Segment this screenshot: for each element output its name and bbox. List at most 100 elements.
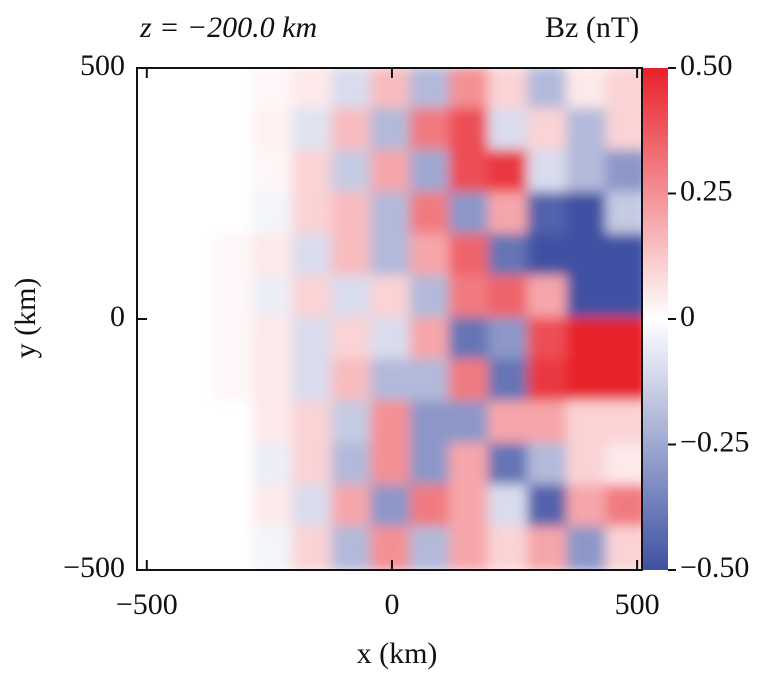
heatmap-cell <box>448 526 493 570</box>
heatmap-cell <box>331 191 375 238</box>
heatmap-cell <box>252 275 296 321</box>
heatmap <box>137 68 642 570</box>
heatmap-cell <box>137 191 179 238</box>
heatmap-cell <box>370 191 414 238</box>
heatmap-cell <box>252 107 296 154</box>
heatmap-cell <box>331 275 375 321</box>
heatmap-cell <box>566 107 610 154</box>
heatmap-cell <box>252 233 296 280</box>
heatmap-cell <box>566 233 610 280</box>
heatmap-cell <box>488 400 532 447</box>
heatmap-cell <box>409 317 453 363</box>
heatmap-cell <box>174 358 218 405</box>
heatmap-cell <box>213 400 257 447</box>
heatmap-cell <box>331 68 375 112</box>
heatmap-cell <box>605 233 642 280</box>
heatmap-cell <box>409 400 453 447</box>
heatmap-cell <box>137 107 179 154</box>
heatmap-cell <box>527 233 571 280</box>
y-tick-label: 500 <box>80 49 125 82</box>
heatmap-cell <box>291 442 336 489</box>
chart-title: z = −200.0 km <box>139 11 317 44</box>
heatmap-cell <box>370 400 414 447</box>
heatmap-cell <box>448 233 493 280</box>
heatmap-cell <box>488 442 532 489</box>
heatmap-cell <box>605 526 642 570</box>
heatmap-cell <box>174 275 218 321</box>
heatmap-cell <box>488 68 532 112</box>
heatmap-cell <box>605 317 642 363</box>
heatmap-cell <box>213 526 257 570</box>
heatmap-cell <box>137 317 179 363</box>
heatmap-cell <box>488 191 532 238</box>
heatmap-cell <box>174 233 218 280</box>
heatmap-cell <box>252 526 296 570</box>
heatmap-cell <box>409 233 453 280</box>
heatmap-cell <box>291 107 336 154</box>
heatmap-cell <box>605 107 642 154</box>
x-tick-label: 500 <box>615 588 660 621</box>
heatmap-cell <box>409 358 453 405</box>
heatmap-cell <box>448 317 493 363</box>
heatmap-cell <box>331 107 375 154</box>
heatmap-cell <box>291 317 336 363</box>
colorbar-tick-label: 0.25 <box>680 174 733 207</box>
heatmap-cell <box>213 233 257 280</box>
heatmap-cell <box>174 442 218 489</box>
heatmap-cell <box>291 275 336 321</box>
heatmap-cell <box>409 442 453 489</box>
heatmap-cell <box>213 484 257 531</box>
heatmap-cell <box>409 275 453 321</box>
heatmap-cells <box>137 68 642 570</box>
heatmap-cell <box>527 68 571 112</box>
heatmap-cell <box>174 191 218 238</box>
heatmap-cell <box>331 400 375 447</box>
heatmap-cell <box>370 484 414 531</box>
heatmap-cell <box>137 400 179 447</box>
heatmap-cell <box>527 400 571 447</box>
heatmap-cell <box>605 275 642 321</box>
colorbar-tick-label: 0.50 <box>680 49 733 82</box>
heatmap-cell <box>488 484 532 531</box>
heatmap-cell <box>213 107 257 154</box>
heatmap-cell <box>488 149 532 196</box>
heatmap-cell <box>527 484 571 531</box>
heatmap-cell <box>527 191 571 238</box>
heatmap-cell <box>448 442 493 489</box>
heatmap-cell <box>409 107 453 154</box>
heatmap-cell <box>137 275 179 321</box>
heatmap-cell <box>448 68 493 112</box>
heatmap-cell <box>448 484 493 531</box>
heatmap-cell <box>331 526 375 570</box>
heatmap-cell <box>409 484 453 531</box>
x-axis-label: x (km) <box>357 637 438 670</box>
heatmap-cell <box>252 442 296 489</box>
heatmap-cell <box>605 442 642 489</box>
heatmap-cell <box>605 358 642 405</box>
heatmap-cell <box>291 400 336 447</box>
heatmap-cell <box>605 484 642 531</box>
heatmap-cell <box>409 191 453 238</box>
heatmap-cell <box>566 358 610 405</box>
heatmap-cell <box>291 191 336 238</box>
heatmap-cell <box>527 526 571 570</box>
heatmap-cell <box>488 526 532 570</box>
heatmap-cell <box>291 233 336 280</box>
heatmap-cell <box>213 358 257 405</box>
heatmap-cell <box>252 68 296 112</box>
heatmap-cell <box>527 107 571 154</box>
heatmap-cell <box>213 149 257 196</box>
heatmap-cell <box>488 358 532 405</box>
heatmap-cell <box>291 149 336 196</box>
heatmap-cell <box>605 149 642 196</box>
heatmap-cell <box>488 107 532 154</box>
colorbar-tick-label: −0.25 <box>680 425 749 458</box>
heatmap-cell <box>488 275 532 321</box>
y-axis-label: y (km) <box>9 278 42 359</box>
heatmap-cell <box>488 233 532 280</box>
heatmap-cell <box>252 484 296 531</box>
heatmap-cell <box>448 358 493 405</box>
heatmap-cell <box>448 275 493 321</box>
heatmap-cell <box>331 149 375 196</box>
heatmap-cell <box>331 484 375 531</box>
